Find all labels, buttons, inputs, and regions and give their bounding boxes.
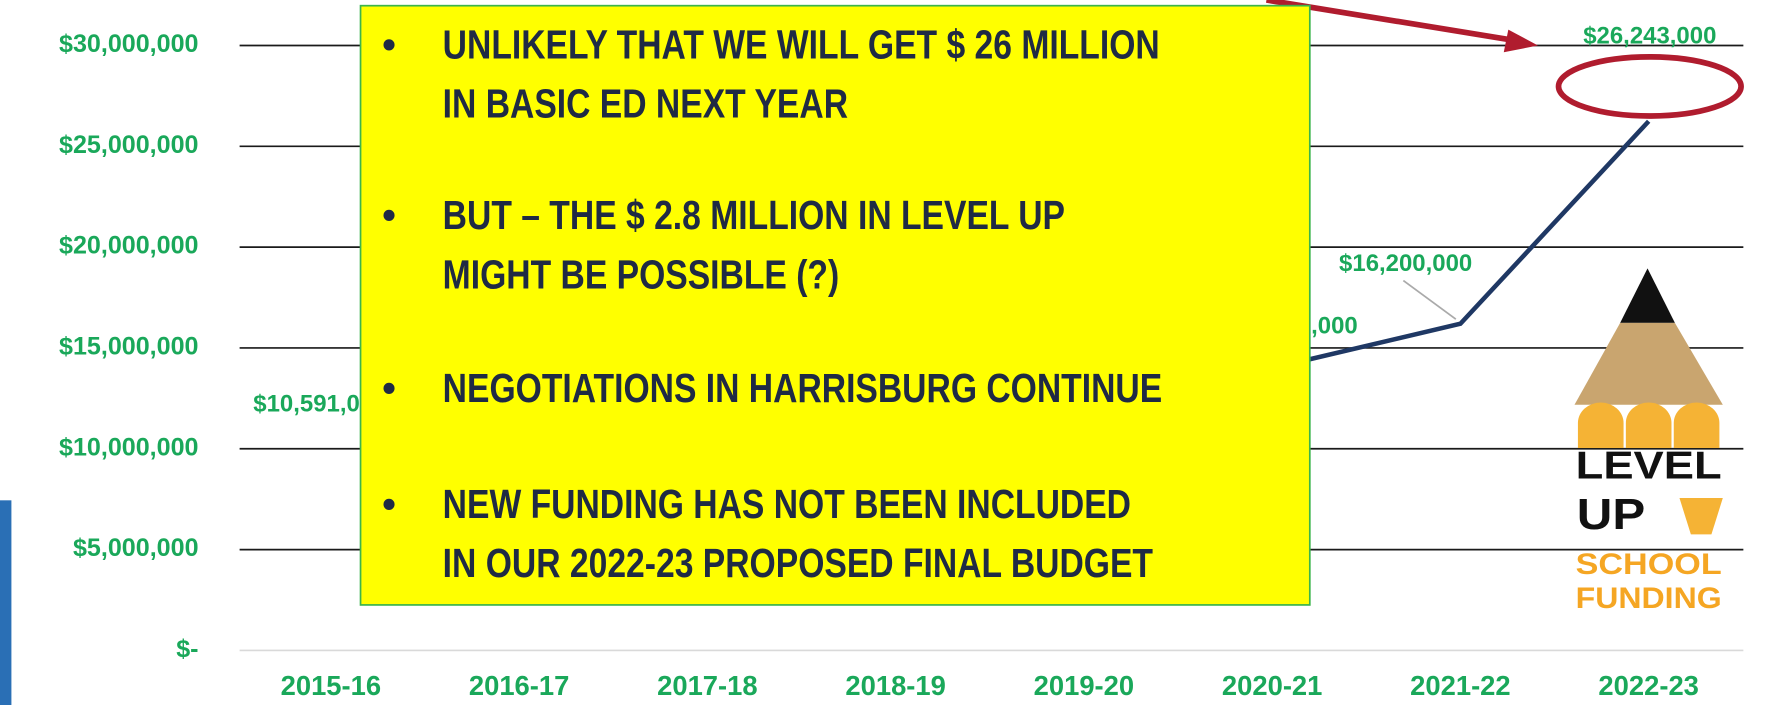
bullet-text: NEW FUNDING HAS NOT BEEN INCLUDED: [443, 481, 1131, 527]
bullet-text: IN BASIC ED NEXT YEAR: [443, 81, 848, 127]
bullet-line-group: UNLIKELY THAT WE WILL GET $ 26 MILLION: [443, 21, 1160, 67]
bullet-text: IN OUR 2022-23 PROPOSED FINAL BUDGET: [443, 540, 1153, 586]
x-tick-label: 2022-23: [1598, 670, 1698, 701]
logo-text: LEVEL: [1576, 445, 1722, 488]
data-label: $26,243,000: [1583, 22, 1716, 49]
y-tick-label: $10,000,000: [59, 433, 199, 461]
bullet-dot: •: [382, 195, 396, 238]
logo-arch: [1673, 402, 1720, 449]
data-label: $16,200,000: [1339, 250, 1472, 277]
bullet-line-group: IN OUR 2022-23 PROPOSED FINAL BUDGET: [443, 540, 1153, 586]
bullet-dot: •: [382, 367, 396, 410]
data-line: [1271, 119, 1651, 371]
x-tick-label: 2021-22: [1410, 670, 1510, 701]
bullet-text: NEGOTIATIONS IN HARRISBURG CONTINUE: [443, 365, 1162, 411]
logo-arch: [1577, 402, 1624, 449]
bullet-dot: •: [382, 24, 396, 67]
x-tick-label: 2015-16: [281, 670, 381, 701]
bullet-text: UNLIKELY THAT WE WILL GET $ 26 MILLION: [443, 21, 1160, 67]
bullet-line-group: BUT – THE $ 2.8 MILLION IN LEVEL UP: [443, 192, 1065, 238]
y-tick-label: $5,000,000: [73, 534, 199, 562]
bullet-line-group: MIGHT BE POSSIBLE (?): [443, 251, 840, 297]
bullet-dot: •: [382, 483, 396, 526]
bullet-line-group: IN BASIC ED NEXT YEAR: [443, 81, 848, 127]
y-tick-label: $-: [176, 635, 198, 663]
y-tick-label: $20,000,000: [59, 232, 199, 260]
logo-tip: [1620, 268, 1675, 323]
y-tick-label: $25,000,000: [59, 131, 199, 159]
x-tick-label: 2017-18: [657, 670, 757, 701]
callout-box: [359, 4, 1311, 606]
bullet-text: MIGHT BE POSSIBLE (?): [443, 251, 840, 297]
y-tick-label: $30,000,000: [59, 30, 199, 58]
logo-text: FUNDING: [1576, 582, 1722, 615]
logo-cone: [1574, 322, 1723, 405]
side-figure: [0, 500, 12, 705]
x-tick-label: 2016-17: [469, 670, 569, 701]
bullet-line-group: NEW FUNDING HAS NOT BEEN INCLUDED: [443, 481, 1131, 527]
logo-text: SCHOOL: [1576, 548, 1722, 581]
y-tick-label: $15,000,000: [59, 333, 199, 361]
logo-arch: [1625, 402, 1672, 449]
x-tick-label: 2018-19: [845, 670, 945, 701]
logo-text: UP: [1577, 491, 1645, 539]
highlight-ellipse: [1555, 54, 1744, 119]
x-tick-label: 2019-20: [1034, 670, 1134, 701]
arrow-head: [1503, 29, 1538, 53]
logo-keystone: [1679, 498, 1723, 535]
bullet-line-group: NEGOTIATIONS IN HARRISBURG CONTINUE: [443, 365, 1162, 411]
leader-line: [1402, 279, 1457, 320]
x-tick-label: 2020-21: [1222, 670, 1322, 701]
bullet-text: BUT – THE $ 2.8 MILLION IN LEVEL UP: [443, 192, 1065, 238]
